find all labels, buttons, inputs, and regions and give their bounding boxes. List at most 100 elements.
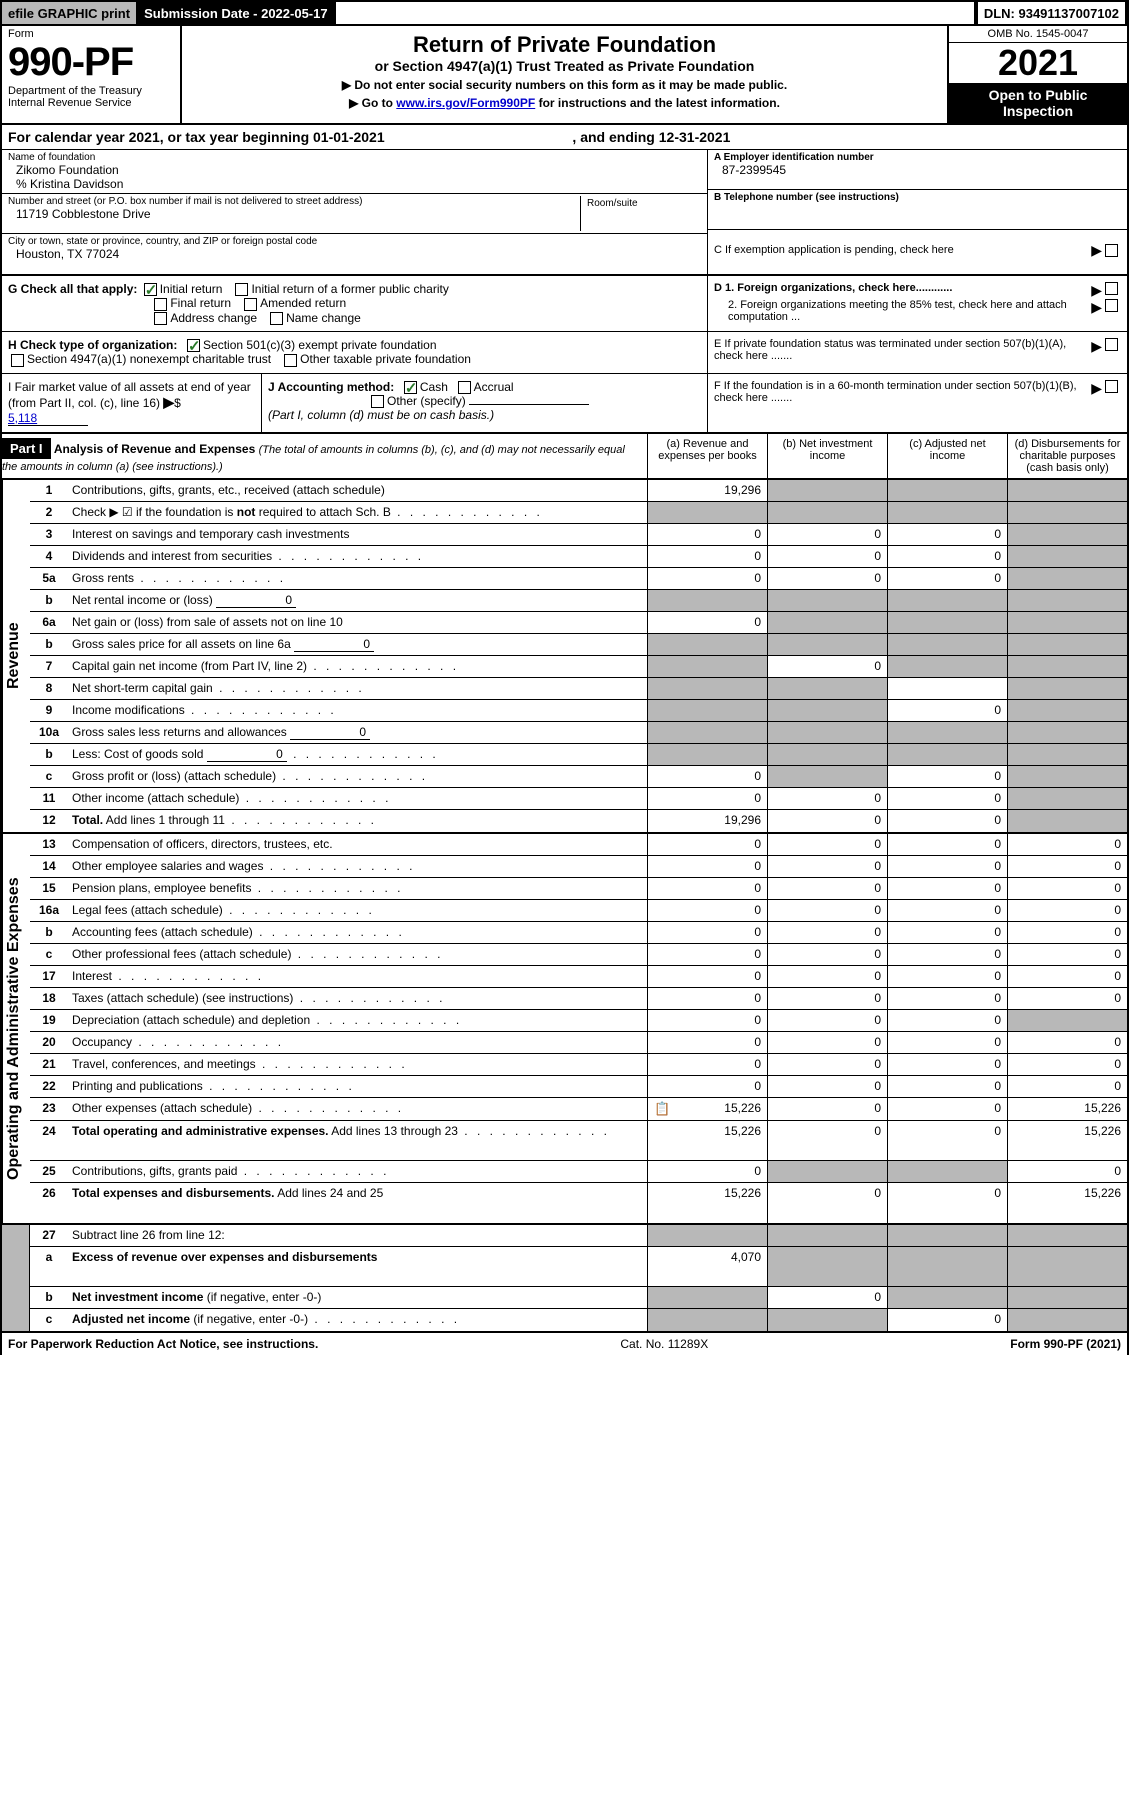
g-initial-former-checkbox[interactable] <box>235 283 248 296</box>
cell-a: 0 <box>647 944 767 965</box>
cell-b <box>767 480 887 501</box>
cell-c <box>887 656 1007 677</box>
cell-a: 0 <box>647 546 767 567</box>
table-row: 6aNet gain or (loss) from sale of assets… <box>30 612 1127 634</box>
cell-a: 0 <box>647 1054 767 1075</box>
efile-label[interactable]: efile GRAPHIC print <box>2 2 138 24</box>
attachment-icon[interactable]: 📋 <box>654 1101 670 1117</box>
cell-a: 4,070 <box>647 1247 767 1286</box>
row-number: 7 <box>30 656 68 677</box>
row-number: b <box>30 922 68 943</box>
row-label: Capital gain net income (from Part IV, l… <box>68 656 647 677</box>
row-number: 3 <box>30 524 68 545</box>
d1-checkbox[interactable] <box>1105 282 1118 295</box>
row-label: Accounting fees (attach schedule) . . . … <box>68 922 647 943</box>
cell-a <box>647 700 767 721</box>
row-number: 24 <box>30 1121 68 1160</box>
row-label: Income modifications . . . . . . . . . .… <box>68 700 647 721</box>
irs-link[interactable]: www.irs.gov/Form990PF <box>396 96 535 110</box>
cell-a <box>647 1309 767 1331</box>
year-begin: 01-01-2021 <box>313 129 385 145</box>
cell-b <box>767 590 887 611</box>
revenue-table: Revenue 1Contributions, gifts, grants, e… <box>0 480 1129 834</box>
cell-c: 0 <box>887 966 1007 987</box>
expenses-table: Operating and Administrative Expenses 13… <box>0 834 1129 1225</box>
cell-a <box>647 1225 767 1246</box>
c-checkbox[interactable] <box>1105 244 1118 257</box>
cell-c: 0 <box>887 988 1007 1009</box>
cell-d <box>1007 524 1127 545</box>
h-other-checkbox[interactable] <box>284 354 297 367</box>
row-label: Adjusted net income (if negative, enter … <box>68 1309 647 1331</box>
cell-c: 0 <box>887 546 1007 567</box>
cell-a: 19,296 <box>647 480 767 501</box>
row-number: 23 <box>30 1098 68 1120</box>
row-label: Gross sales less returns and allowances … <box>68 722 647 743</box>
cell-b: 0 <box>767 1287 887 1308</box>
header-center: Return of Private Foundation or Section … <box>182 26 947 123</box>
cell-b: 0 <box>767 568 887 589</box>
table-row: cAdjusted net income (if negative, enter… <box>30 1309 1127 1331</box>
cell-a: 0 <box>647 834 767 855</box>
fmv-value[interactable]: 5,118 <box>8 411 88 426</box>
cell-b: 0 <box>767 656 887 677</box>
e-checkbox[interactable] <box>1105 338 1118 351</box>
form-number: 990-PF <box>8 40 174 85</box>
form-label: Form <box>8 28 174 40</box>
g-amended-checkbox[interactable] <box>244 298 257 311</box>
g-final-checkbox[interactable] <box>154 298 167 311</box>
foundation-name: Zikomo Foundation <box>8 163 701 177</box>
form-header: Form 990-PF Department of the Treasury I… <box>0 26 1129 125</box>
g-address-checkbox[interactable] <box>154 312 167 325</box>
row-number: b <box>30 744 68 765</box>
d2-checkbox[interactable] <box>1105 299 1118 312</box>
inline-value: 0 <box>207 747 287 762</box>
dln-label: DLN: 93491137007102 <box>976 2 1127 24</box>
cell-d: 15,226 <box>1007 1098 1127 1120</box>
row-number: 26 <box>30 1183 68 1223</box>
cell-c <box>887 590 1007 611</box>
table-row: 26Total expenses and disbursements. Add … <box>30 1183 1127 1223</box>
cell-d <box>1007 546 1127 567</box>
table-row: 19Depreciation (attach schedule) and dep… <box>30 1010 1127 1032</box>
row-label: Other income (attach schedule) . . . . .… <box>68 788 647 809</box>
name-cell: Name of foundation Zikomo Foundation % K… <box>2 150 707 194</box>
c-pending-cell: C If exemption application is pending, c… <box>708 230 1127 270</box>
section-h-e: H Check type of organization: Section 50… <box>0 332 1129 374</box>
h-4947-checkbox[interactable] <box>11 354 24 367</box>
table-row: 12Total. Add lines 1 through 11 . . . . … <box>30 810 1127 832</box>
table-row: 21Travel, conferences, and meetings . . … <box>30 1054 1127 1076</box>
cell-c: 0 <box>887 1076 1007 1097</box>
cell-a <box>647 590 767 611</box>
i-fmv-area: I Fair market value of all assets at end… <box>2 374 262 432</box>
row-number: b <box>30 634 68 655</box>
row-number: 6a <box>30 612 68 633</box>
j-other-checkbox[interactable] <box>371 395 384 408</box>
table-row: 27Subtract line 26 from line 12: <box>30 1225 1127 1247</box>
cell-c <box>887 722 1007 743</box>
cell-c <box>887 480 1007 501</box>
cell-c: 0 <box>887 524 1007 545</box>
j-accrual-checkbox[interactable] <box>458 381 471 394</box>
cell-b <box>767 612 887 633</box>
cell-a <box>647 502 767 523</box>
cell-d: 0 <box>1007 1054 1127 1075</box>
row-number: 10a <box>30 722 68 743</box>
cell-d: 0 <box>1007 900 1127 921</box>
cell-b: 0 <box>767 524 887 545</box>
row-label: Compensation of officers, directors, tru… <box>68 834 647 855</box>
cell-d: 15,226 <box>1007 1183 1127 1223</box>
irs-label: Internal Revenue Service <box>8 97 174 109</box>
row-number: 14 <box>30 856 68 877</box>
row-number: 16a <box>30 900 68 921</box>
h-501c3-checkbox[interactable] <box>187 339 200 352</box>
g-name-checkbox[interactable] <box>270 312 283 325</box>
g-initial-return-checkbox[interactable] <box>144 283 157 296</box>
footer-form: Form 990-PF (2021) <box>1010 1337 1121 1351</box>
cell-d <box>1007 502 1127 523</box>
j-accounting-area: J Accounting method: Cash Accrual Other … <box>262 374 707 432</box>
j-cash-checkbox[interactable] <box>404 381 417 394</box>
row-number: 20 <box>30 1032 68 1053</box>
f-checkbox[interactable] <box>1105 380 1118 393</box>
row-label: Dividends and interest from securities .… <box>68 546 647 567</box>
